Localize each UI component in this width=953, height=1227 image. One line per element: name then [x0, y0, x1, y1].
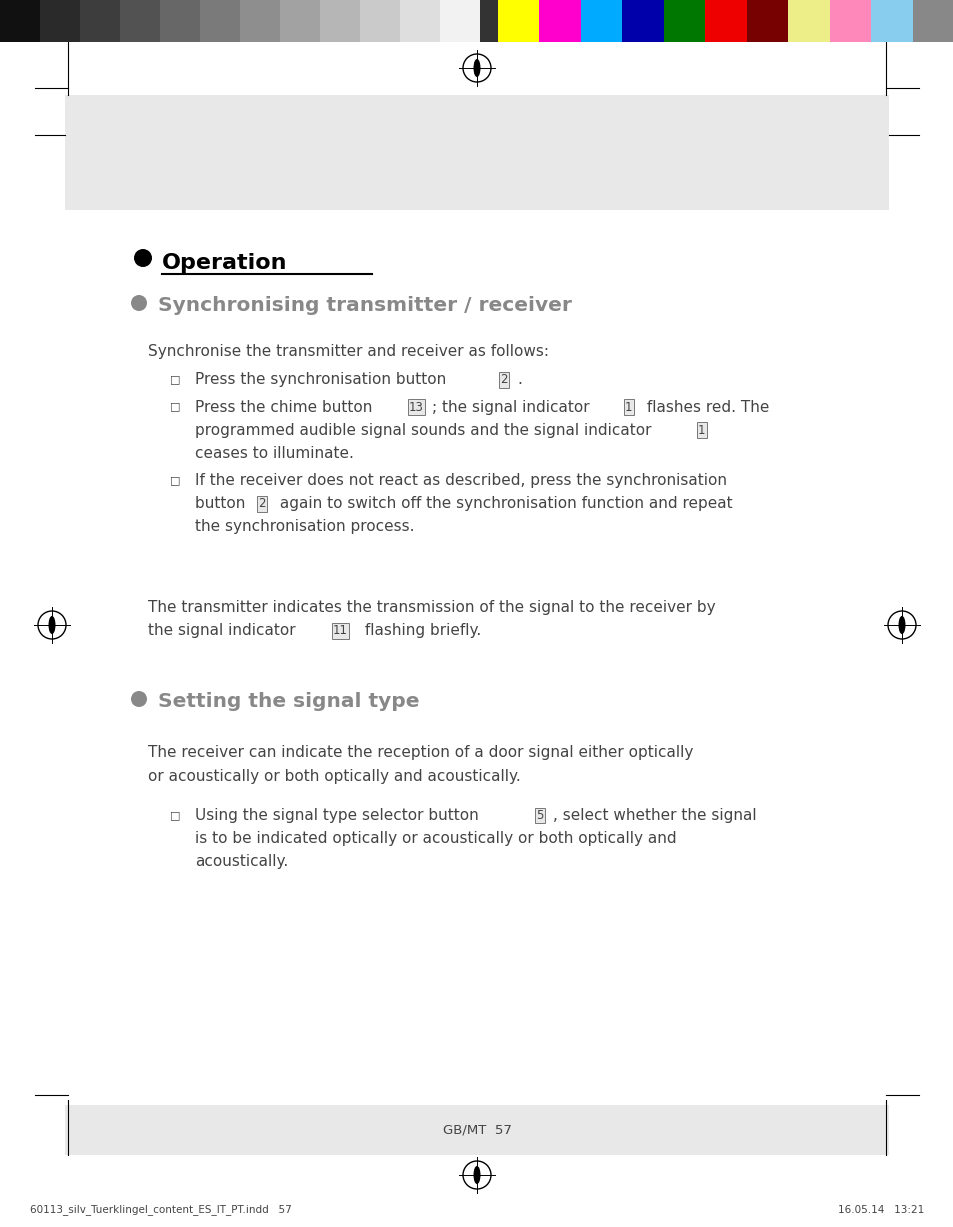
Text: again to switch off the synchronisation function and repeat: again to switch off the synchronisation …	[274, 496, 732, 512]
Text: ; the signal indicator: ; the signal indicator	[432, 400, 594, 415]
Text: 16.05.14   13:21: 16.05.14 13:21	[837, 1205, 923, 1215]
Bar	[0, 0, 40, 42]
Text: Operation: Operation	[162, 253, 287, 272]
Bar	[621, 0, 663, 42]
Text: 1: 1	[698, 423, 705, 437]
Text: Using the signal type selector button: Using the signal type selector button	[194, 809, 483, 823]
Bar	[40, 0, 80, 42]
Text: is to be indicated optically or acoustically or both optically and: is to be indicated optically or acoustic…	[194, 831, 676, 847]
Bar	[538, 0, 580, 42]
Bar	[240, 0, 280, 42]
Text: flashing briefly.: flashing briefly.	[359, 623, 480, 638]
Ellipse shape	[473, 59, 480, 77]
Bar	[663, 0, 704, 42]
Text: Press the chime button: Press the chime button	[194, 400, 376, 415]
Text: Synchronising transmitter / receiver: Synchronising transmitter / receiver	[158, 296, 571, 315]
Text: 60113_silv_Tuerklingel_content_ES_IT_PT.indd   57: 60113_silv_Tuerklingel_content_ES_IT_PT.…	[30, 1204, 292, 1215]
Bar	[65, 94, 888, 210]
Text: button: button	[194, 496, 250, 512]
Bar	[870, 0, 912, 42]
Ellipse shape	[49, 616, 55, 634]
Bar	[439, 0, 479, 42]
Bar	[160, 0, 200, 42]
Text: , select whether the signal: , select whether the signal	[553, 809, 756, 823]
Bar	[746, 0, 787, 42]
Text: 2: 2	[257, 497, 265, 510]
Text: Press the synchronisation button: Press the synchronisation button	[194, 372, 451, 388]
Bar	[200, 0, 240, 42]
Ellipse shape	[898, 616, 904, 634]
Text: programmed audible signal sounds and the signal indicator: programmed audible signal sounds and the…	[194, 423, 656, 438]
Bar	[399, 0, 439, 42]
Text: the signal indicator: the signal indicator	[148, 623, 300, 638]
Text: Synchronise the transmitter and receiver as follows:: Synchronise the transmitter and receiver…	[148, 344, 548, 360]
Bar	[80, 0, 120, 42]
Bar	[704, 0, 746, 42]
Text: □: □	[170, 401, 180, 411]
Bar	[479, 0, 497, 42]
Text: .: .	[517, 372, 521, 388]
Text: □: □	[170, 374, 180, 384]
Bar	[65, 1106, 888, 1155]
Bar	[319, 0, 359, 42]
Text: or acoustically or both optically and acoustically.: or acoustically or both optically and ac…	[148, 769, 520, 784]
Text: 2: 2	[499, 373, 507, 387]
Bar	[120, 0, 160, 42]
Text: Setting the signal type: Setting the signal type	[158, 692, 419, 710]
Text: acoustically.: acoustically.	[194, 854, 288, 869]
Bar	[912, 0, 953, 42]
Bar	[280, 0, 319, 42]
Text: flashes red. The: flashes red. The	[641, 400, 768, 415]
Text: the synchronisation process.: the synchronisation process.	[194, 519, 414, 534]
Text: □: □	[170, 810, 180, 820]
Ellipse shape	[473, 1166, 480, 1184]
Text: ceases to illuminate.: ceases to illuminate.	[194, 445, 354, 461]
Bar	[497, 0, 538, 42]
Text: 5: 5	[536, 809, 543, 822]
Text: The transmitter indicates the transmission of the signal to the receiver by: The transmitter indicates the transmissi…	[148, 600, 715, 615]
Text: 11: 11	[333, 625, 348, 637]
Text: □: □	[170, 475, 180, 485]
Bar	[580, 0, 621, 42]
Text: 1: 1	[624, 401, 632, 413]
Bar	[359, 0, 399, 42]
Circle shape	[133, 249, 152, 267]
Text: If the receiver does not react as described, press the synchronisation: If the receiver does not react as descri…	[194, 474, 726, 488]
Text: The receiver can indicate the reception of a door signal either optically: The receiver can indicate the reception …	[148, 745, 693, 760]
Bar	[829, 0, 870, 42]
Text: 13: 13	[409, 401, 423, 413]
Text: GB/MT  57: GB/MT 57	[442, 1124, 511, 1136]
Bar	[787, 0, 829, 42]
Circle shape	[131, 294, 147, 310]
Circle shape	[131, 691, 147, 707]
